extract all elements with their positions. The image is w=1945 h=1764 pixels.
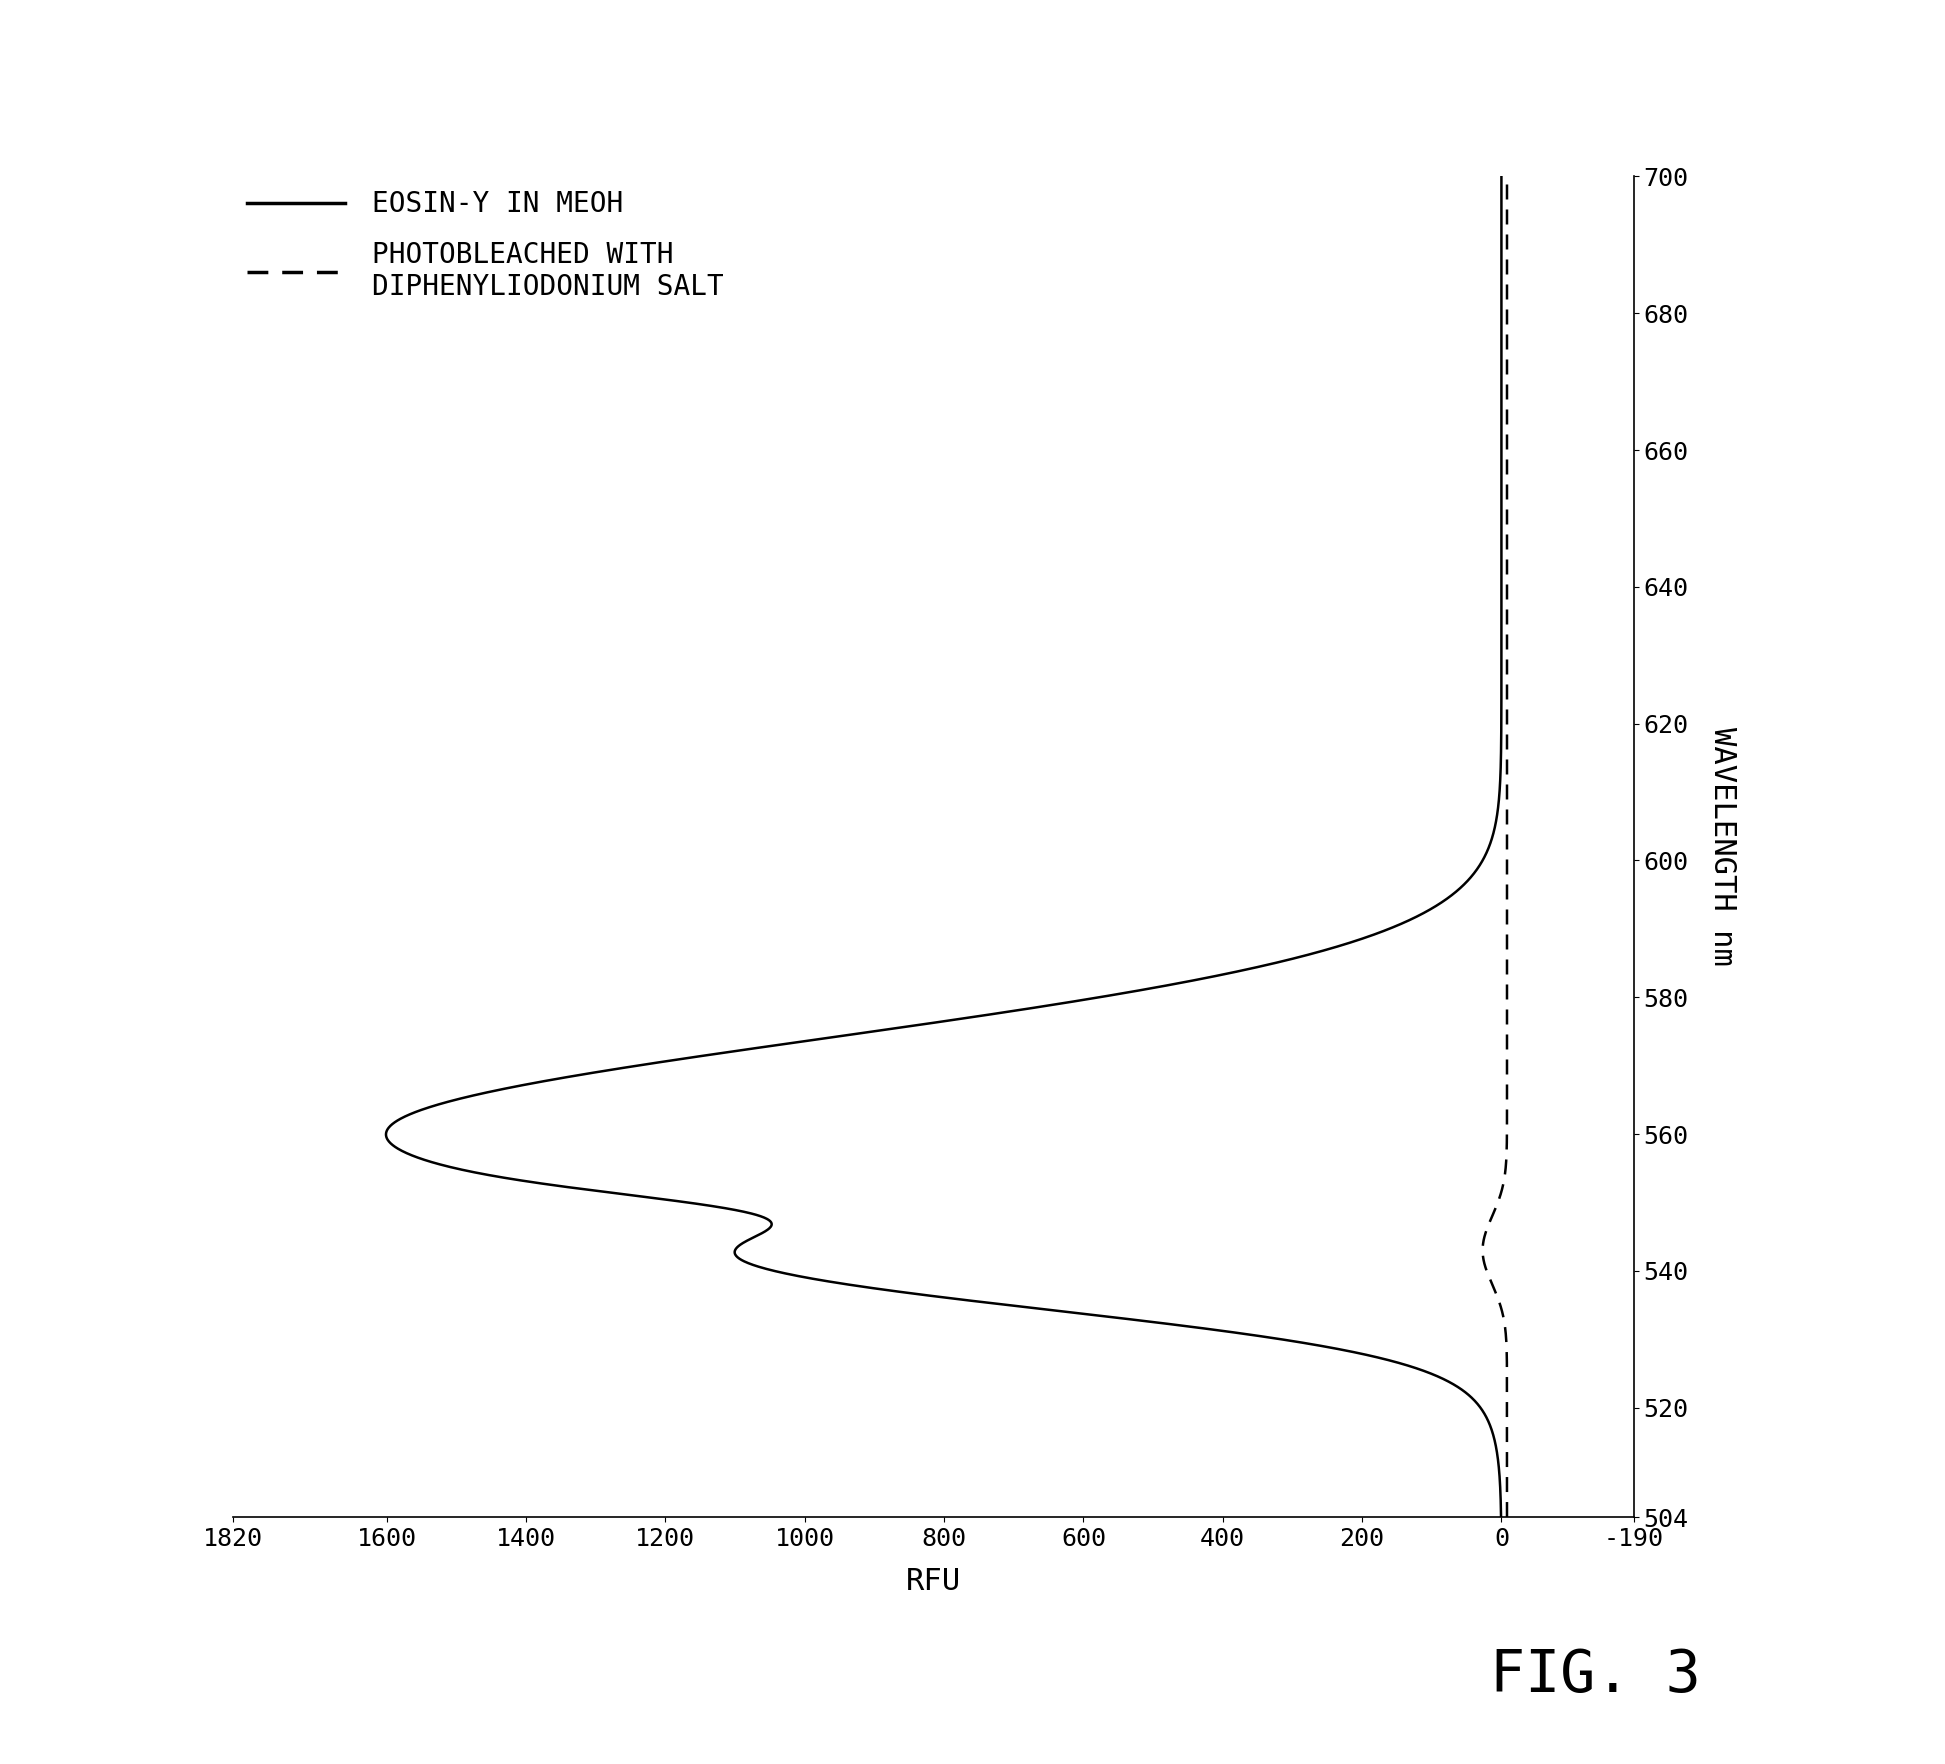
Legend: EOSIN-Y IN MEOH, PHOTOBLEACHED WITH
DIPHENYLIODONIUM SALT: EOSIN-Y IN MEOH, PHOTOBLEACHED WITH DIPH… [247, 191, 724, 302]
X-axis label: RFU: RFU [906, 1568, 961, 1596]
Text: FIG. 3: FIG. 3 [1490, 1648, 1700, 1704]
Y-axis label: WAVELENGTH nm: WAVELENGTH nm [1708, 727, 1737, 967]
